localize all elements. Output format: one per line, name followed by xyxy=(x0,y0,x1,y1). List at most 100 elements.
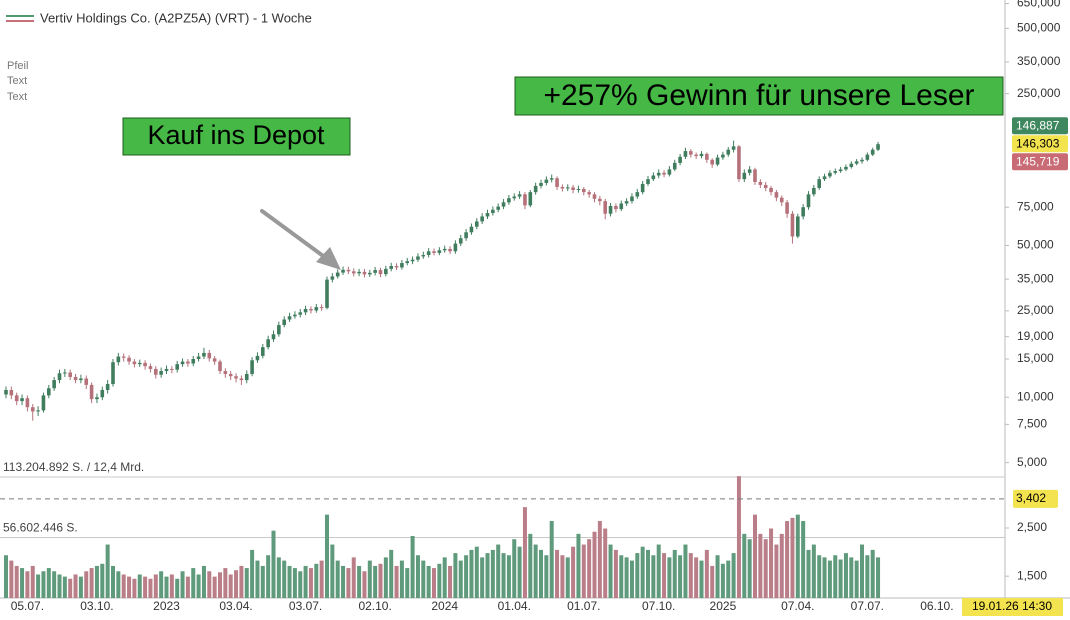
candle-body xyxy=(111,362,115,385)
volume-bar xyxy=(303,565,308,598)
candle-body xyxy=(384,268,388,275)
volume-bar xyxy=(367,560,372,598)
candle-body xyxy=(726,149,731,155)
x-tick-label: 07.07. xyxy=(851,599,884,613)
candle-body xyxy=(603,201,607,214)
candle-body xyxy=(598,198,602,202)
volume-bar xyxy=(555,549,560,598)
candle-body xyxy=(410,259,415,262)
candle-body xyxy=(582,188,586,193)
candle-body xyxy=(36,410,40,412)
candle-body xyxy=(801,207,805,217)
candle-body xyxy=(84,378,89,385)
last-price-label: 145,719 xyxy=(1016,154,1060,168)
volume-bar xyxy=(426,565,431,598)
candle-body xyxy=(485,213,490,217)
volume-bar xyxy=(785,521,790,598)
candle-body xyxy=(218,361,222,372)
y-tick-label: 350,000 xyxy=(1017,54,1061,68)
candle-body xyxy=(196,356,201,360)
volume-bar xyxy=(827,560,832,598)
volume-bar xyxy=(506,555,511,598)
candle-body xyxy=(501,202,506,207)
last-price-box xyxy=(1012,117,1068,135)
volume-line-label: 113.204.892 S. / 12,4 Mrd. xyxy=(3,460,144,474)
candle-body xyxy=(234,376,238,379)
candle-body xyxy=(491,209,495,214)
volume-bar xyxy=(742,533,747,598)
candle-body xyxy=(849,163,854,167)
y-tick-label: 10,000 xyxy=(1017,389,1054,403)
y-tick-label: 7,500 xyxy=(1017,417,1047,431)
volume-bar xyxy=(490,549,495,598)
volume-bar xyxy=(603,528,608,598)
candle-body xyxy=(325,279,329,308)
candle-body xyxy=(587,192,591,195)
candle-body xyxy=(614,205,618,210)
candle-body xyxy=(47,388,51,396)
candle-body xyxy=(389,266,393,269)
volume-bar xyxy=(704,549,709,598)
volume-bar xyxy=(587,539,592,598)
last-price-label: 146,887 xyxy=(1016,118,1060,132)
candle-body xyxy=(779,197,784,203)
volume-bar xyxy=(105,544,110,598)
candle-body xyxy=(207,352,212,359)
candle-body xyxy=(298,312,303,315)
volume-bar xyxy=(287,565,292,598)
volume-bar xyxy=(57,574,62,598)
candle-body xyxy=(458,238,463,244)
crosshair-box xyxy=(1013,489,1058,508)
volume-bar xyxy=(870,549,875,598)
x-tick-label: 2025 xyxy=(710,599,737,613)
volume-bar xyxy=(522,507,527,598)
candle-body xyxy=(475,221,479,227)
volume-bar xyxy=(801,521,806,598)
volume-bar xyxy=(651,555,656,598)
candle-body xyxy=(448,248,452,252)
candle-body xyxy=(314,307,319,311)
volume-bar xyxy=(811,544,816,598)
candle-body xyxy=(186,361,190,364)
candle-body xyxy=(555,178,559,187)
candle-body xyxy=(132,361,137,365)
volume-bar xyxy=(46,568,51,598)
volume-bar xyxy=(806,549,811,598)
volume-bar xyxy=(694,557,699,598)
volume-bar xyxy=(94,565,99,598)
candle-body xyxy=(421,254,426,257)
candle-body xyxy=(250,360,254,374)
candle-body xyxy=(287,316,292,320)
volume-bar xyxy=(710,565,715,598)
candle-body xyxy=(753,169,757,182)
volume-bar xyxy=(410,536,415,598)
sidebar-label: Text xyxy=(7,75,27,87)
arrow-shaft xyxy=(260,209,332,263)
candle-body xyxy=(571,187,575,191)
volume-bar xyxy=(169,574,174,598)
candle-body xyxy=(651,175,656,180)
x-tick-label: 07.10. xyxy=(642,599,675,613)
volume-bar xyxy=(838,559,843,598)
volume-bar xyxy=(865,555,870,598)
volume-bar xyxy=(678,555,683,598)
candle-body xyxy=(143,362,147,367)
annotation: Kauf ins Depot xyxy=(147,120,325,150)
x-tick-label: 2024 xyxy=(431,599,458,613)
volume-bar xyxy=(597,521,602,598)
candle-body xyxy=(426,251,431,255)
annotation: +257% Gewinn für unsere Leser xyxy=(543,79,974,112)
volume-bar xyxy=(14,565,19,598)
x-tick-label: 02.10. xyxy=(358,599,391,613)
candle-body xyxy=(159,371,163,375)
volume-bar xyxy=(52,571,57,598)
volume-bar xyxy=(672,549,677,598)
last-price-box xyxy=(1012,135,1068,153)
candle-body xyxy=(865,154,870,160)
candle-body xyxy=(271,334,276,340)
volume-bar xyxy=(571,546,576,598)
y-tick-label: 75,000 xyxy=(1017,199,1054,213)
volume-bar xyxy=(250,549,255,598)
volume-bar xyxy=(624,557,629,598)
